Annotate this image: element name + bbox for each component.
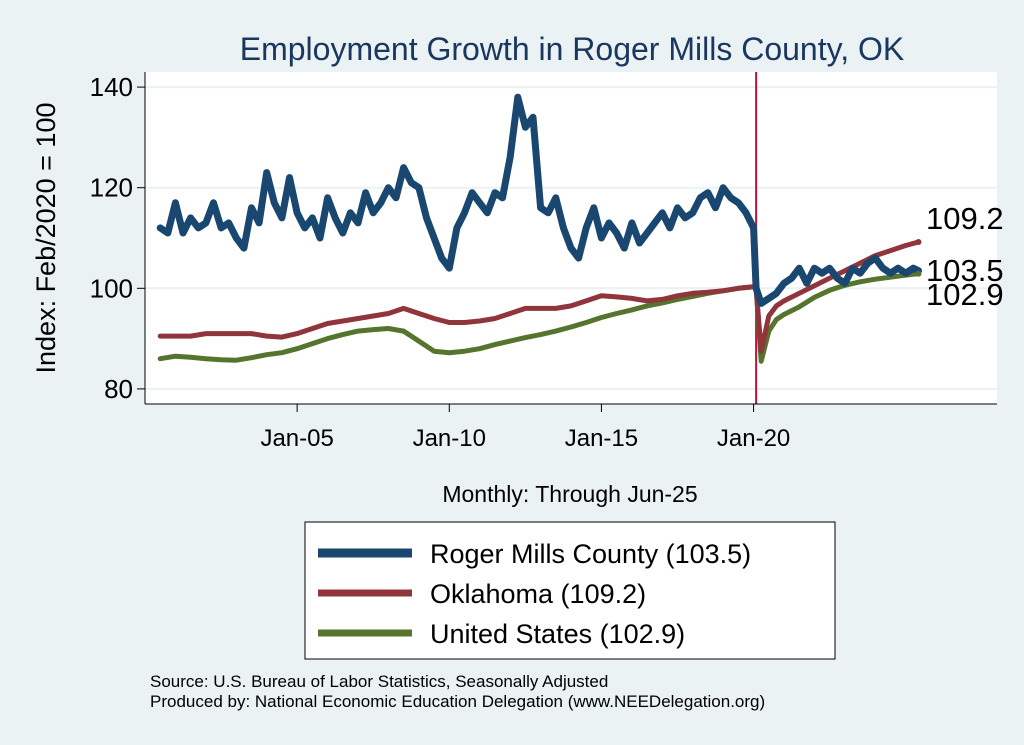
x-tick-label: Jan-15 [565,425,638,452]
end-value-label: 109.2 [926,201,1004,236]
source-note: Source: U.S. Bureau of Labor Statistics,… [150,672,765,712]
x-tick-label: Jan-10 [413,425,486,452]
series-line-roger-mills-county [156,93,922,307]
legend-label: United States (102.9) [430,619,685,649]
source-line: Source: U.S. Bureau of Labor Statistics,… [150,672,609,691]
x-tick-label: Jan-05 [260,425,333,452]
y-tick-label: 100 [90,273,133,303]
producer-line: Produced by: National Economic Education… [150,692,766,711]
series-line-oklahoma [157,239,921,354]
y-tick-label: 140 [90,72,133,102]
series-line-united-states [157,271,921,364]
plot-area [145,72,997,404]
legend-label: Roger Mills County (103.5) [430,539,751,569]
chart-title: Employment Growth in Roger Mills County,… [240,31,905,67]
x-axis-label: Monthly: Through Jun-25 [442,481,697,507]
y-tick-label: 80 [104,374,133,404]
series-end-marker [915,239,922,246]
legend: Roger Mills County (103.5) Oklahoma (109.… [318,539,751,649]
end-value-label: 102.9 [926,277,1004,312]
y-axis-label: Index: Feb/2020 = 100 [31,103,61,374]
y-tick-label: 120 [90,173,133,203]
series-end-marker [915,270,922,277]
x-tick-label: Jan-20 [717,425,790,452]
end-value-label: 103.5 [926,253,1004,288]
legend-label: Oklahoma (109.2) [430,579,646,609]
